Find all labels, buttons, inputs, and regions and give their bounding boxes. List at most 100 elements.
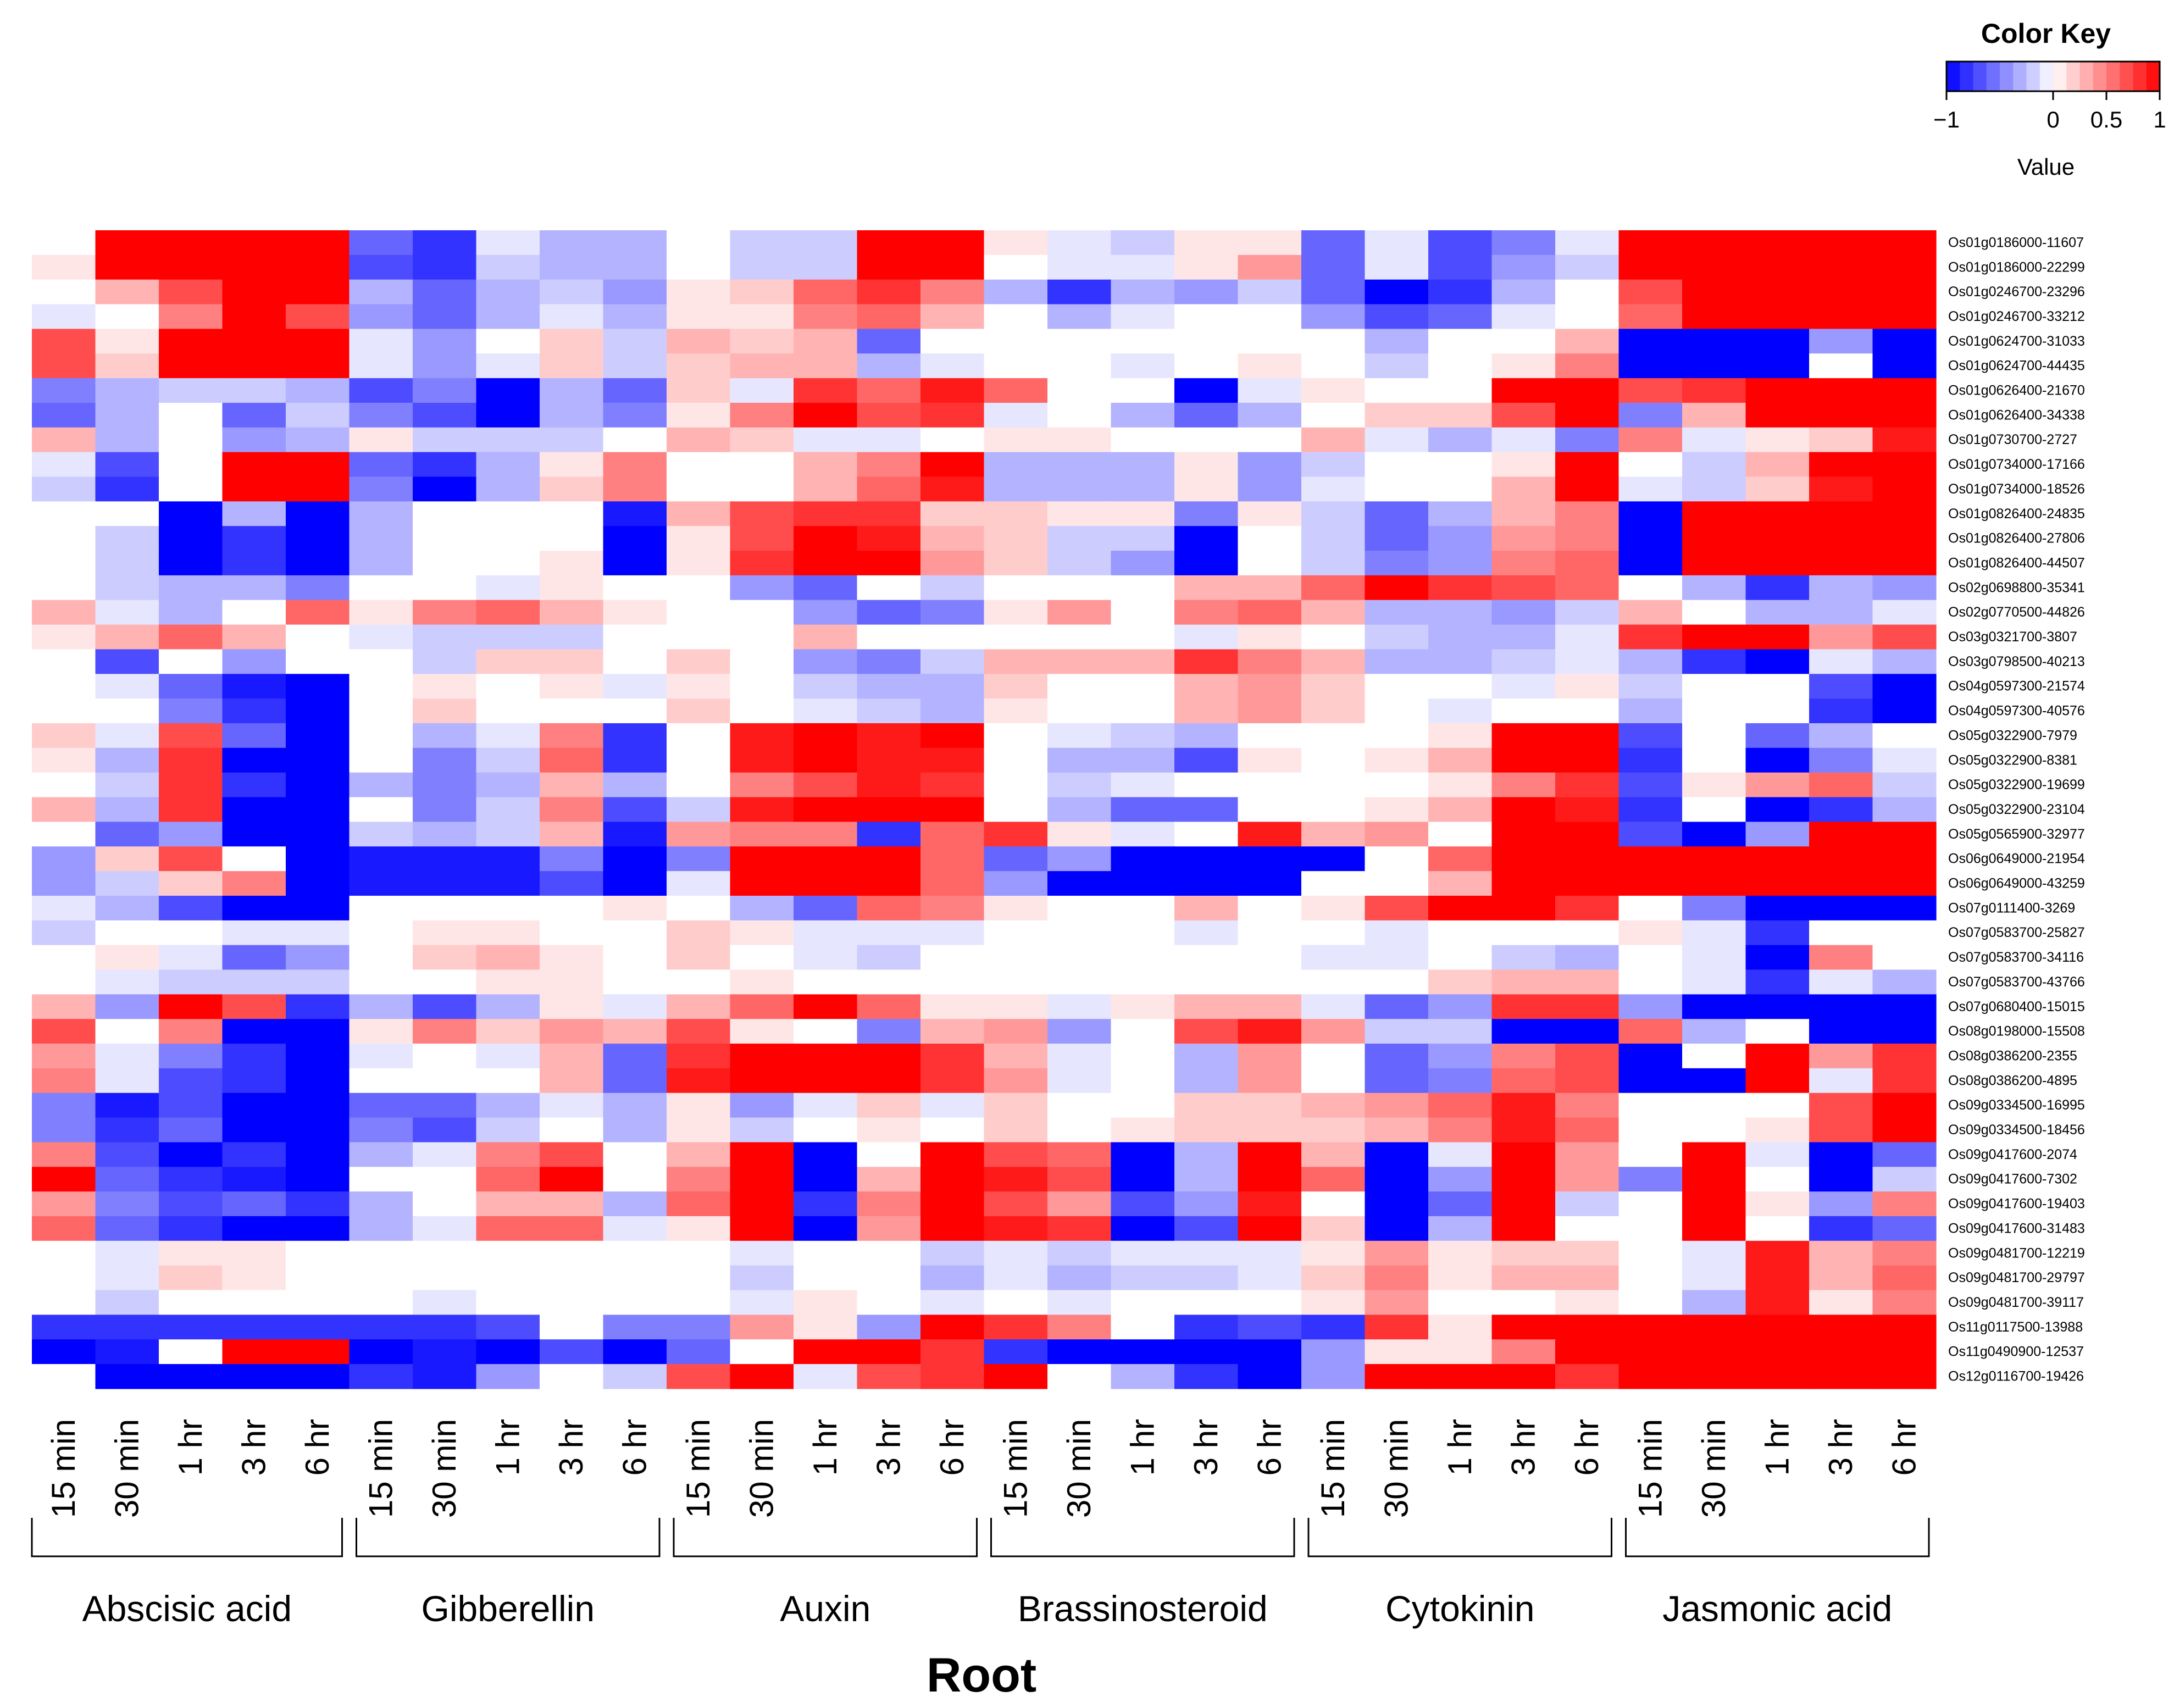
heatmap-cell (1428, 1339, 1493, 1365)
row-label: Os01g0730700-2727 (1948, 432, 2077, 447)
color-key-segment (2013, 62, 2027, 91)
heatmap-cell (1682, 501, 1746, 526)
heatmap-cell (1745, 1191, 1810, 1217)
heatmap-cell (730, 1019, 794, 1044)
heatmap-cell (32, 994, 96, 1019)
heatmap-cell (1682, 1339, 1746, 1365)
heatmap-cell (857, 822, 921, 847)
heatmap-cell (603, 846, 667, 872)
heatmap-cell (540, 254, 604, 280)
heatmap-cell (1809, 920, 1873, 946)
heatmap-cell (1555, 994, 1620, 1019)
color-key-segment (2053, 62, 2067, 91)
heatmap-cell (1555, 1093, 1620, 1118)
heatmap-cell (222, 674, 286, 699)
heatmap-cell (1238, 501, 1302, 526)
heatmap-cell (32, 945, 96, 971)
heatmap-cell (1745, 353, 1810, 379)
heatmap-cell (540, 723, 604, 748)
heatmap-cell (540, 476, 604, 502)
heatmap-cell (1745, 1265, 1810, 1291)
heatmap-cell (349, 871, 413, 896)
heatmap-cell (413, 378, 477, 403)
heatmap-cell (1809, 1364, 1873, 1389)
heatmap-cell (1491, 378, 1556, 403)
heatmap-cell (730, 378, 794, 403)
heatmap-cell (1365, 674, 1429, 699)
heatmap-cell (1174, 1191, 1239, 1217)
heatmap-cell (920, 1191, 985, 1217)
heatmap-cell (1174, 501, 1239, 526)
heatmap-cell (920, 427, 985, 453)
heatmap-cell (1809, 895, 1873, 921)
heatmap-cell (159, 279, 223, 305)
heatmap-cell (1491, 1044, 1556, 1069)
heatmap-cell (1872, 624, 1937, 650)
heatmap-cell (1555, 797, 1620, 822)
heatmap-cell (857, 797, 921, 822)
heatmap-cell (32, 895, 96, 921)
heatmap-cell (857, 895, 921, 921)
heatmap-cell (1047, 1093, 1112, 1118)
heatmap-cell (540, 1364, 604, 1389)
heatmap-cell (920, 994, 985, 1019)
heatmap-cell (222, 920, 286, 946)
column-label: 3 hr (870, 1419, 907, 1476)
heatmap-cell (1428, 304, 1493, 329)
heatmap-cell (730, 846, 794, 872)
heatmap-cell (1809, 624, 1873, 650)
heatmap-cell (1618, 1019, 1683, 1044)
heatmap-cell (857, 1265, 921, 1291)
heatmap-cell (1365, 1191, 1429, 1217)
heatmap-cell (1491, 772, 1556, 798)
heatmap-cell (1047, 1364, 1112, 1389)
heatmap-cell (222, 476, 286, 502)
heatmap-cell (794, 1019, 858, 1044)
heatmap-cell (32, 304, 96, 329)
heatmap-cell (1238, 1167, 1302, 1192)
heatmap-cell (286, 575, 350, 601)
heatmap-cell (920, 1339, 985, 1365)
row-label: Os09g0417600-19403 (1948, 1196, 2085, 1212)
heatmap-cell (1491, 304, 1556, 329)
heatmap-cell (1872, 1068, 1937, 1094)
heatmap-cell (1174, 1019, 1239, 1044)
heatmap-cell (667, 674, 731, 699)
heatmap-cell (349, 575, 413, 601)
heatmap-cell (1111, 304, 1175, 329)
heatmap-cell (1618, 427, 1683, 453)
heatmap-cell (32, 452, 96, 478)
heatmap-cell (95, 747, 159, 773)
heatmap-cell (159, 1265, 223, 1291)
heatmap-cell (1555, 452, 1620, 478)
heatmap-cell (540, 1117, 604, 1143)
heatmap-cell (667, 945, 731, 971)
heatmap-cell (984, 871, 1048, 896)
heatmap-cell (1428, 551, 1493, 576)
heatmap-cell (159, 822, 223, 847)
heatmap-cell (857, 846, 921, 872)
heatmap-cell (222, 624, 286, 650)
heatmap-cell (1809, 698, 1873, 724)
heatmap-cell (857, 1068, 921, 1094)
column-label: 6 hr (934, 1419, 970, 1476)
heatmap-cell (349, 1068, 413, 1094)
heatmap-cell (1491, 476, 1556, 502)
heatmap-cell (1809, 551, 1873, 576)
heatmap-cell (1047, 452, 1112, 478)
heatmap-cell (794, 353, 858, 379)
heatmap-cell (1745, 230, 1810, 256)
heatmap-cell (222, 747, 286, 773)
heatmap-cell (920, 1265, 985, 1291)
heatmap-cell (413, 1315, 477, 1340)
heatmap-cell (984, 1315, 1048, 1340)
heatmap-cell (476, 945, 540, 971)
heatmap-cell (1301, 353, 1366, 379)
heatmap-cell (1174, 1093, 1239, 1118)
heatmap-cell (159, 797, 223, 822)
heatmap-cell (159, 230, 223, 256)
heatmap-cell (1745, 452, 1810, 478)
heatmap-cell (1238, 772, 1302, 798)
heatmap-cell (1428, 1216, 1493, 1241)
heatmap-cell (857, 1216, 921, 1241)
